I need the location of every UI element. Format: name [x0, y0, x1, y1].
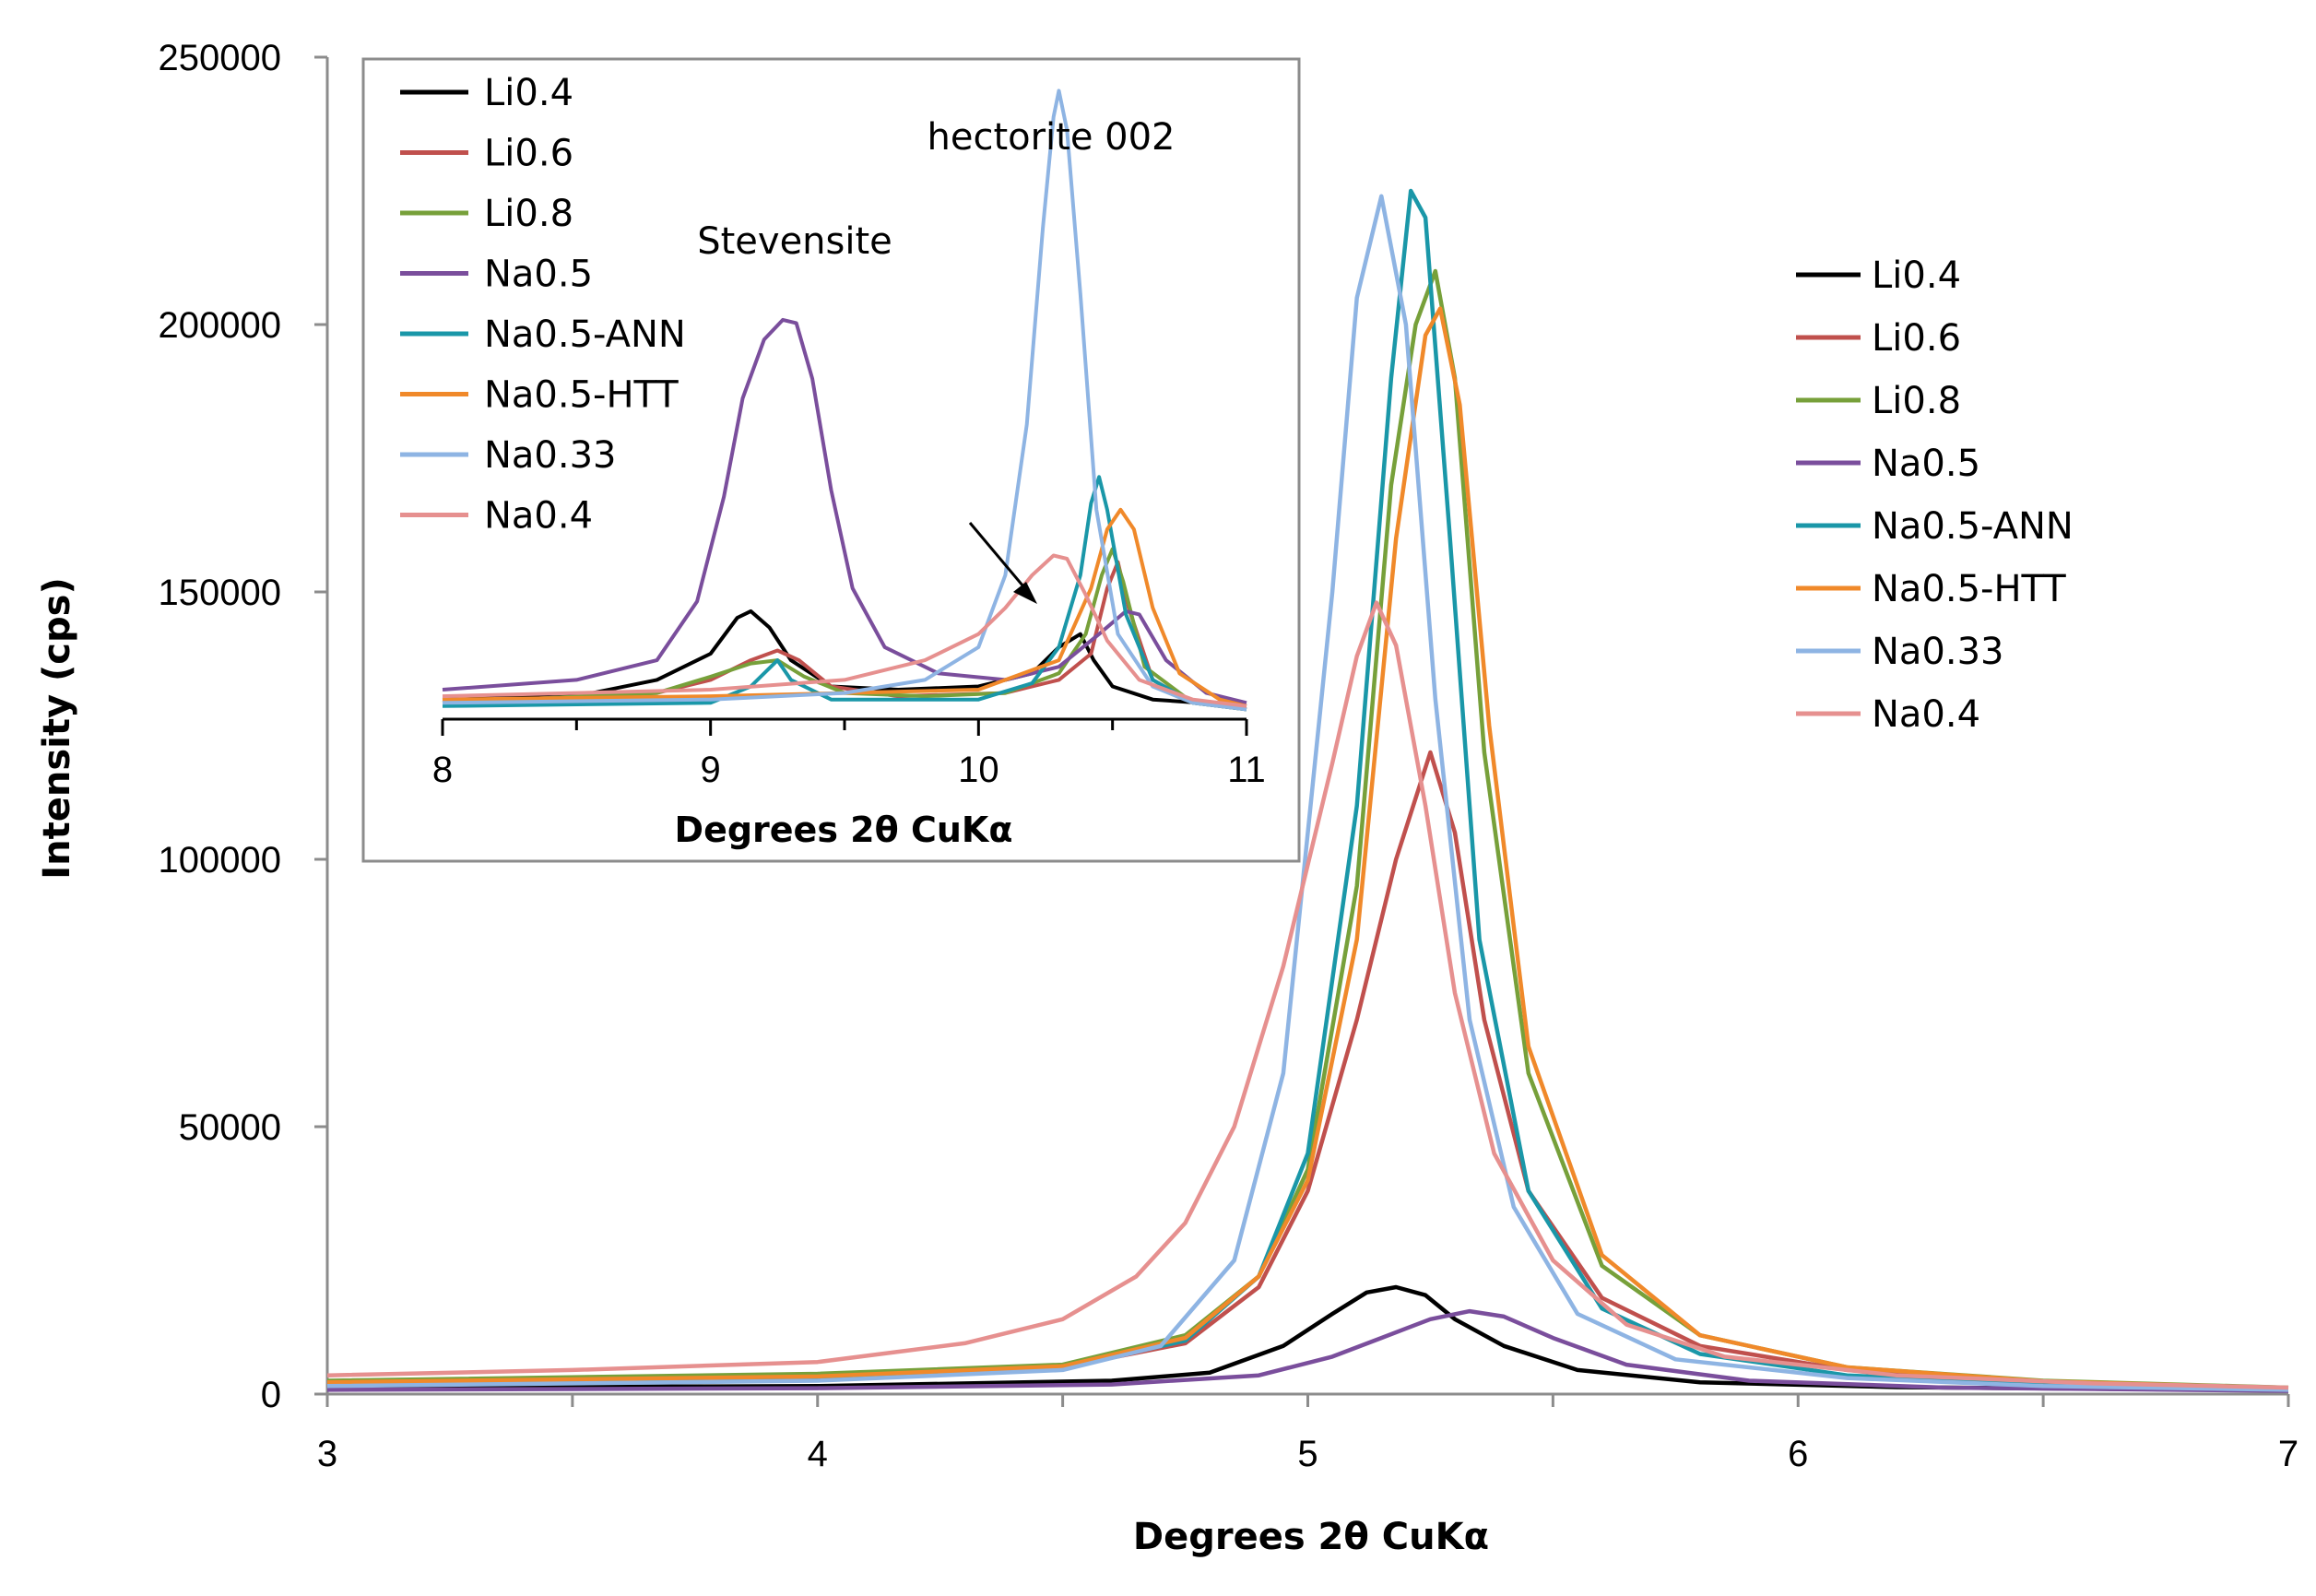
main-series-line — [326, 194, 2289, 1392]
main-series-line — [326, 1308, 2289, 1393]
main-y-tick-label: 50000 — [179, 1107, 281, 1148]
main-x-tick-label: 4 — [808, 1434, 828, 1474]
main-y-tick-label: 0 — [261, 1375, 281, 1415]
inset-x-tick-label: 10 — [958, 750, 999, 790]
inset-x-axis-title: Degrees 2θ CuKα — [675, 810, 1013, 850]
inset-series-line — [442, 89, 1247, 712]
annotation-arrow-head — [1013, 582, 1037, 604]
inset-frame — [361, 57, 1301, 863]
inset-legend-label: Li0.4 — [484, 72, 573, 114]
main-legend-label: Na0.4 — [1872, 693, 1980, 736]
main-series-line — [326, 600, 2289, 1390]
inset-legend-label: Na0.5 — [484, 254, 593, 296]
inset-legend-label: Li0.8 — [484, 193, 573, 235]
main-legend-label: Na0.5-HTT — [1872, 568, 2066, 610]
main-legend-label: Li0.6 — [1872, 317, 1961, 360]
inset-legend-label: Na0.33 — [484, 434, 617, 477]
inset-x-tick-label: 11 — [1227, 750, 1266, 790]
inset-legend-label: Na0.4 — [484, 495, 593, 538]
inset-legend-label: Na0.5-ANN — [484, 313, 686, 356]
inset-chart: 8 9 10 11 Li0.4 Li0.6 Li0.8 Na0.5 Na0.5-ANN Na0.… — [361, 57, 1301, 863]
inset-series-line — [442, 317, 1247, 705]
main-y-axis-title: Intensity (cps) — [36, 577, 78, 879]
main-x-tick-label: 3 — [317, 1434, 337, 1474]
main-x-axis-title: Degrees 2θ CuKα — [1133, 1516, 1489, 1558]
main-legend-label: Li0.8 — [1872, 380, 1961, 422]
stevensite-annotation: Stevensite — [697, 220, 892, 263]
main-y-tick-label: 250000 — [159, 38, 281, 78]
main-x-tick-label: 5 — [1297, 1434, 1318, 1474]
main-x-axis: 3 4 5 6 7 — [317, 1392, 2298, 1474]
main-legend: Li0.4 Li0.6 Li0.8 Na0.5 Na0.5-ANN Na0.5-HTT Na… — [1796, 254, 2074, 736]
inset-x-axis: 8 9 10 11 — [432, 717, 1266, 790]
inset-series-line — [442, 475, 1247, 712]
hectorite-annotation: hectorite 002 — [927, 116, 1175, 159]
main-legend-label: Li0.4 — [1872, 254, 1961, 297]
annotation-arrow — [968, 522, 1030, 593]
inset-x-tick-label: 8 — [432, 750, 453, 790]
inset-series — [442, 89, 1247, 712]
main-x-tick-label: 7 — [2278, 1434, 2298, 1474]
main-x-tick-label: 6 — [1788, 1434, 1808, 1474]
main-series — [326, 188, 2289, 1393]
inset-x-tick-label: 9 — [701, 750, 721, 790]
inset-legend: Li0.4 Li0.6 Li0.8 Na0.5 Na0.5-ANN Na0.5-HTT Na… — [400, 72, 686, 538]
main-legend-label: Na0.5 — [1872, 443, 1980, 485]
inset-legend-label: Li0.6 — [484, 133, 573, 175]
main-y-axis: 0 50000 100000 150000 200000 250000 — [159, 38, 329, 1415]
inset-series-line — [442, 553, 1247, 708]
main-y-tick-label: 150000 — [159, 573, 281, 613]
main-y-tick-label: 200000 — [159, 305, 281, 346]
main-legend-label: Na0.33 — [1872, 631, 2004, 673]
inset-legend-label: Na0.5-HTT — [484, 374, 679, 417]
main-series-line — [326, 1284, 2289, 1393]
main-y-tick-label: 100000 — [159, 840, 281, 881]
main-legend-label: Na0.5-ANN — [1872, 505, 2074, 548]
